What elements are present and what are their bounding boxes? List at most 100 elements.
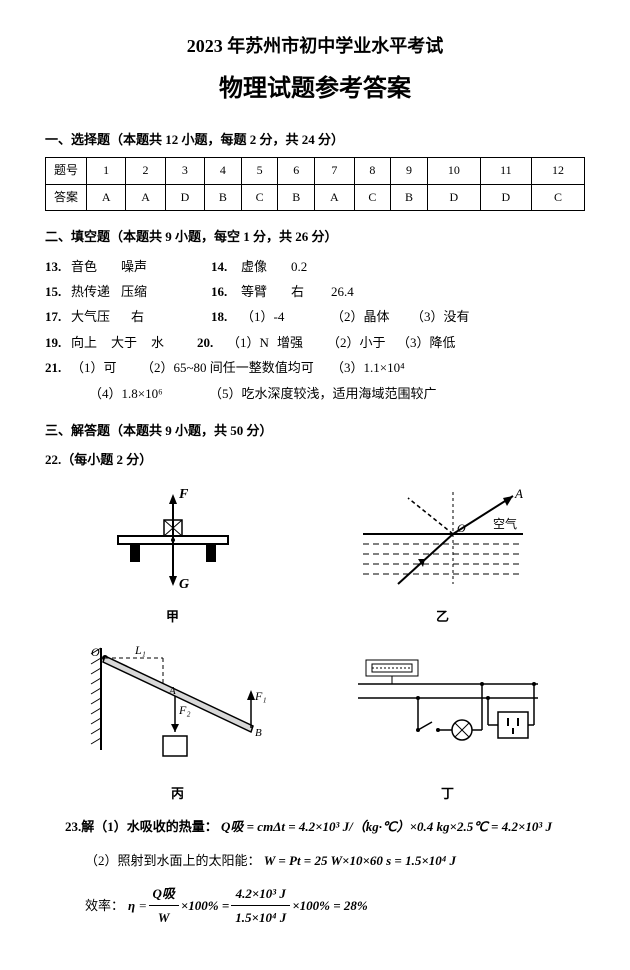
qnum: 19. bbox=[45, 331, 71, 354]
row-label: 题号 bbox=[46, 157, 87, 184]
figure-c: O L₁ F₂ A F₁ B 丙 bbox=[83, 640, 273, 805]
q23-3-label: 效率： bbox=[85, 894, 124, 917]
fill-row-19: 19. 向上 大于 水 20. （1）N 增强 （2）小于 （3）降低 bbox=[45, 331, 585, 354]
ans: 右 bbox=[291, 280, 331, 303]
diagram-circuit-icon bbox=[348, 650, 548, 770]
ans: （4）1.8×10⁶ bbox=[89, 382, 209, 405]
ans: （3）1.1×10⁴ bbox=[331, 356, 405, 379]
ans: 0.2 bbox=[291, 255, 331, 278]
q23-line2: （2）照射到水面上的太阳能： W = Pt = 25 W×10×60 s = 1… bbox=[85, 849, 585, 872]
ans: 右 bbox=[131, 305, 211, 328]
qnum: 20. bbox=[197, 331, 227, 354]
ans: 26.4 bbox=[331, 280, 371, 303]
eta: η bbox=[128, 894, 135, 917]
cell: 4 bbox=[205, 157, 242, 184]
cell: C bbox=[354, 184, 391, 211]
frac2-num: 4.2×10³ J bbox=[231, 882, 290, 906]
row-label: 答案 bbox=[46, 184, 87, 211]
fill-row-17: 17. 大气压 右 18. （1）-4 （2）晶体 （3）没有 bbox=[45, 305, 585, 328]
eq-sym: = bbox=[139, 894, 146, 917]
cell: 7 bbox=[315, 157, 354, 184]
cell: 6 bbox=[278, 157, 315, 184]
ans: 水 bbox=[151, 331, 197, 354]
section1-heading: 一、选择题（本题共 12 小题，每题 2 分，共 24 分） bbox=[45, 128, 585, 151]
ans: 等臂 bbox=[241, 280, 291, 303]
frac1-den: W bbox=[149, 906, 179, 929]
section2-heading: 二、填空题（本题共 9 小题，每空 1 分，共 26 分） bbox=[45, 225, 585, 248]
ans: 向上 bbox=[71, 331, 111, 354]
fig-label-c: 丙 bbox=[83, 782, 273, 805]
cell: 1 bbox=[87, 157, 126, 184]
cell: 2 bbox=[126, 157, 165, 184]
q22-heading: 22.（每小题 2 分） bbox=[45, 448, 585, 471]
figures-row-2: O L₁ F₂ A F₁ B 丙 bbox=[45, 640, 585, 805]
fill-row-13: 13. 音色 噪声 14. 虚像 0.2 bbox=[45, 255, 585, 278]
q23-2-eq: W = Pt = 25 W×10×60 s = 1.5×10⁴ J bbox=[264, 853, 456, 868]
qnum: 17. bbox=[45, 305, 71, 328]
fig-label-d: 丁 bbox=[348, 782, 548, 805]
figure-b: A O 空气 乙 bbox=[353, 484, 533, 629]
figure-a: F G 甲 bbox=[98, 484, 248, 629]
qnum: 18. bbox=[211, 305, 241, 328]
q23-line3: 效率： η = Q吸 W ×100% = 4.2×10³ J 1.5×10⁴ J… bbox=[85, 882, 585, 930]
label-O: O bbox=[457, 521, 466, 535]
fig-label-a: 甲 bbox=[98, 605, 248, 628]
frac2-den: 1.5×10⁴ J bbox=[231, 906, 290, 929]
cell: B bbox=[205, 184, 242, 211]
cell: A bbox=[315, 184, 354, 211]
ans: 压缩 bbox=[121, 280, 211, 303]
diagram-refraction-icon: A O 空气 bbox=[353, 484, 533, 594]
label-air: 空气 bbox=[493, 516, 517, 531]
qnum: 14. bbox=[211, 255, 241, 278]
label-G: G bbox=[179, 577, 189, 592]
cell: C bbox=[241, 184, 278, 211]
ans: （2）晶体 bbox=[331, 305, 411, 328]
q23-1-eq: Q吸 = cmΔt = 4.2×10³ J/（kg·℃）×0.4 kg×2.5℃… bbox=[221, 819, 552, 834]
label-F1: F₁ bbox=[254, 689, 267, 703]
ans: 音色 bbox=[71, 255, 121, 278]
cell: A bbox=[126, 184, 165, 211]
ans: 大于 bbox=[111, 331, 151, 354]
ans: （3）降低 bbox=[397, 331, 456, 354]
qnum: 13. bbox=[45, 255, 71, 278]
cell: 8 bbox=[354, 157, 391, 184]
diagram-lever-icon: O L₁ F₂ A F₁ B bbox=[83, 640, 273, 770]
frac1-num: Q吸 bbox=[149, 882, 179, 906]
fill-row-15: 15. 热传递 压缩 16. 等臂 右 26.4 bbox=[45, 280, 585, 303]
exam-title-2: 物理试题参考答案 bbox=[45, 68, 585, 111]
cell: 10 bbox=[427, 157, 480, 184]
frac2: 4.2×10³ J 1.5×10⁴ J bbox=[231, 882, 290, 930]
cell: D bbox=[480, 184, 531, 211]
q23-1-label: 23.解（1）水吸收的热量： bbox=[65, 819, 218, 834]
ans: （2）65~80 间任一整数值均可 bbox=[141, 356, 331, 379]
cell: A bbox=[87, 184, 126, 211]
label-L1: L₁ bbox=[134, 643, 146, 657]
label-B: B bbox=[255, 727, 262, 739]
exam-title-1: 2023 年苏州市初中学业水平考试 bbox=[45, 30, 585, 62]
ans: （2）小于 bbox=[327, 331, 397, 354]
ans: 虚像 bbox=[241, 255, 291, 278]
cell: B bbox=[391, 184, 428, 211]
q23-line1: 23.解（1）水吸收的热量： Q吸 = cmΔt = 4.2×10³ J/（kg… bbox=[65, 815, 585, 838]
label-A2: A bbox=[168, 685, 176, 697]
ans: （1）-4 bbox=[241, 305, 331, 328]
fig-label-b: 乙 bbox=[353, 605, 533, 628]
cell: 9 bbox=[391, 157, 428, 184]
times100b: ×100% = 28% bbox=[292, 894, 367, 917]
figures-row-1: F G 甲 A O 空气 bbox=[45, 484, 585, 629]
fill-row-21b: （4）1.8×10⁶ （5）吃水深度较浅，适用海域范围较广 bbox=[45, 382, 629, 405]
cell: C bbox=[531, 184, 584, 211]
ans: （3）没有 bbox=[411, 305, 470, 328]
qnum: 21. bbox=[45, 356, 71, 379]
label-F: F bbox=[178, 487, 189, 502]
cell: 5 bbox=[241, 157, 278, 184]
ans: （5）吃水深度较浅，适用海域范围较广 bbox=[209, 382, 437, 405]
cell: B bbox=[278, 184, 315, 211]
qnum: 16. bbox=[211, 280, 241, 303]
qnum: 15. bbox=[45, 280, 71, 303]
table-row: 答案 A A D B C B A C B D D C bbox=[46, 184, 585, 211]
ans: 增强 bbox=[277, 331, 327, 354]
table-row: 题号 1 2 3 4 5 6 7 8 9 10 11 12 bbox=[46, 157, 585, 184]
diagram-force-icon: F G bbox=[98, 484, 248, 594]
ans: （1）可 bbox=[71, 356, 141, 379]
